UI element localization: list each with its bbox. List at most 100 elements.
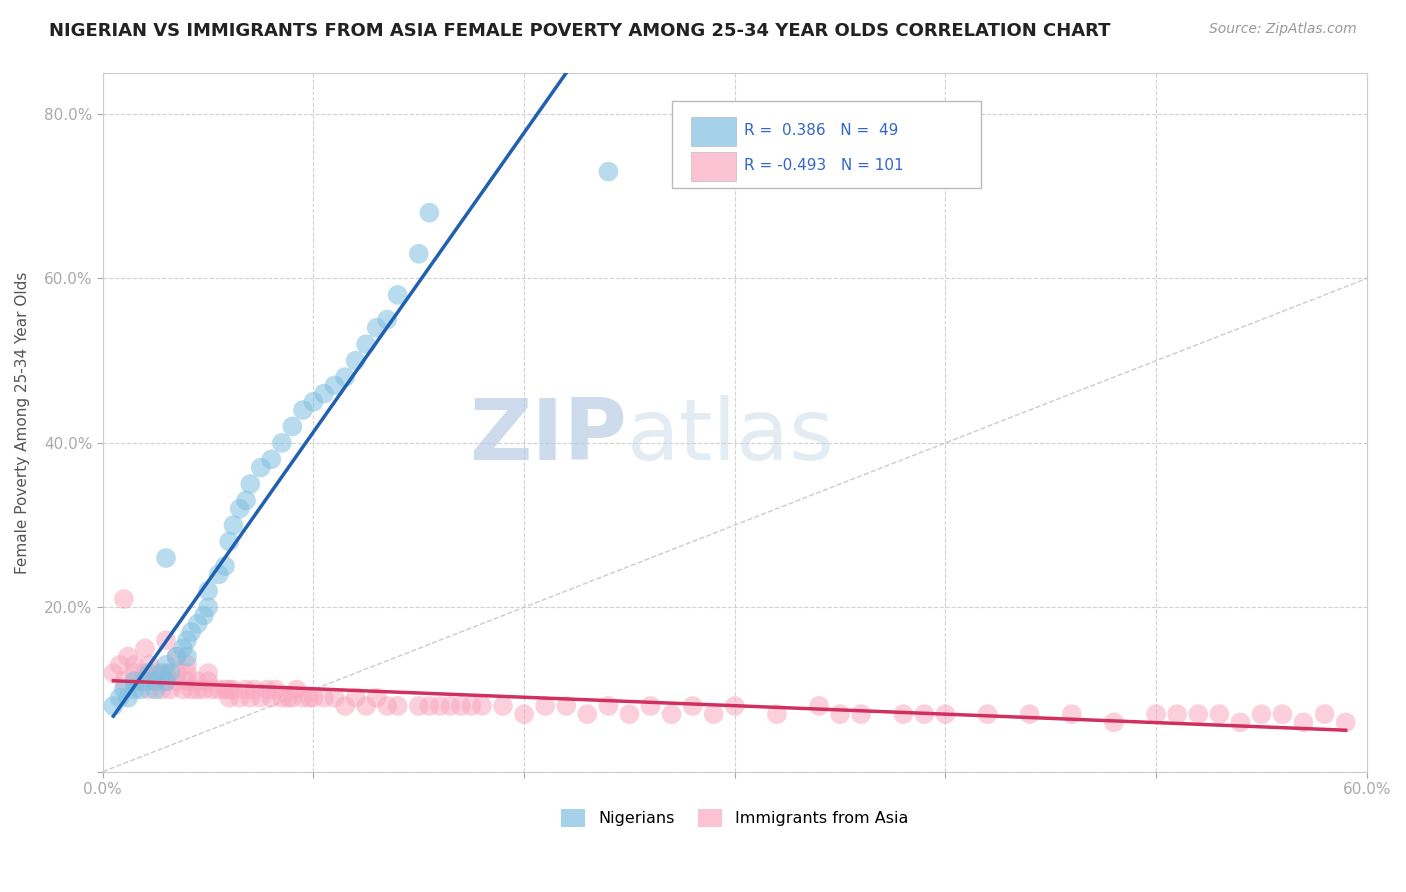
Immigrants from Asia: [166, 649, 188, 664]
Immigrants from Asia: [1144, 707, 1167, 722]
Immigrants from Asia: [145, 666, 167, 681]
Immigrants from Asia: [108, 657, 131, 672]
Immigrants from Asia: [450, 698, 472, 713]
Nigerians: [103, 698, 125, 713]
Immigrants from Asia: [180, 682, 202, 697]
Immigrants from Asia: [724, 698, 747, 713]
Nigerians: [112, 682, 135, 697]
Immigrants from Asia: [1292, 715, 1315, 730]
Text: atlas: atlas: [627, 395, 835, 478]
Immigrants from Asia: [235, 682, 257, 697]
Nigerians: [197, 600, 219, 615]
Immigrants from Asia: [333, 698, 356, 713]
Nigerians: [270, 436, 292, 450]
Nigerians: [155, 674, 177, 689]
Immigrants from Asia: [150, 682, 173, 697]
Nigerians: [598, 164, 620, 178]
Immigrants from Asia: [513, 707, 536, 722]
Immigrants from Asia: [134, 641, 156, 656]
Immigrants from Asia: [555, 698, 578, 713]
Nigerians: [418, 205, 440, 219]
Immigrants from Asia: [159, 682, 181, 697]
Nigerians: [281, 419, 304, 434]
FancyBboxPatch shape: [690, 152, 737, 181]
Immigrants from Asia: [492, 698, 515, 713]
Immigrants from Asia: [134, 666, 156, 681]
Nigerians: [117, 690, 139, 705]
Immigrants from Asia: [703, 707, 725, 722]
Immigrants from Asia: [460, 698, 482, 713]
Nigerians: [408, 247, 430, 261]
Immigrants from Asia: [1187, 707, 1209, 722]
Nigerians: [176, 649, 198, 664]
Immigrants from Asia: [976, 707, 998, 722]
Text: R =  0.386   N =  49: R = 0.386 N = 49: [744, 123, 898, 138]
Nigerians: [129, 682, 152, 697]
Immigrants from Asia: [197, 674, 219, 689]
Nigerians: [187, 616, 209, 631]
Nigerians: [291, 403, 314, 417]
Nigerians: [302, 394, 325, 409]
Immigrants from Asia: [201, 682, 224, 697]
Nigerians: [366, 320, 388, 334]
Immigrants from Asia: [830, 707, 852, 722]
Nigerians: [333, 370, 356, 384]
Immigrants from Asia: [229, 690, 252, 705]
Immigrants from Asia: [408, 698, 430, 713]
Nigerians: [176, 633, 198, 648]
Immigrants from Asia: [298, 690, 321, 705]
Nigerians: [145, 682, 167, 697]
Immigrants from Asia: [277, 690, 299, 705]
Immigrants from Asia: [387, 698, 409, 713]
Legend: Nigerians, Immigrants from Asia: Nigerians, Immigrants from Asia: [555, 803, 915, 834]
Immigrants from Asia: [619, 707, 641, 722]
Immigrants from Asia: [682, 698, 704, 713]
Immigrants from Asia: [176, 666, 198, 681]
Immigrants from Asia: [302, 690, 325, 705]
Nigerians: [229, 501, 252, 516]
Immigrants from Asia: [264, 682, 287, 697]
Immigrants from Asia: [429, 698, 451, 713]
Immigrants from Asia: [112, 674, 135, 689]
Immigrants from Asia: [260, 690, 283, 705]
Immigrants from Asia: [934, 707, 956, 722]
Immigrants from Asia: [243, 682, 266, 697]
Immigrants from Asia: [323, 690, 346, 705]
Immigrants from Asia: [176, 657, 198, 672]
Nigerians: [344, 353, 367, 368]
Nigerians: [249, 460, 271, 475]
Immigrants from Asia: [166, 674, 188, 689]
Nigerians: [138, 666, 160, 681]
Immigrants from Asia: [270, 690, 292, 705]
Immigrants from Asia: [256, 682, 278, 697]
Immigrants from Asia: [471, 698, 494, 713]
Immigrants from Asia: [249, 690, 271, 705]
Immigrants from Asia: [366, 690, 388, 705]
Immigrants from Asia: [197, 666, 219, 681]
Immigrants from Asia: [912, 707, 935, 722]
FancyBboxPatch shape: [672, 101, 981, 188]
Immigrants from Asia: [375, 698, 398, 713]
Y-axis label: Female Poverty Among 25-34 Year Olds: Female Poverty Among 25-34 Year Olds: [15, 271, 30, 574]
Text: Source: ZipAtlas.com: Source: ZipAtlas.com: [1209, 22, 1357, 37]
Nigerians: [214, 559, 236, 574]
Immigrants from Asia: [354, 698, 377, 713]
Immigrants from Asia: [124, 666, 146, 681]
Nigerians: [222, 518, 245, 533]
Nigerians: [155, 551, 177, 566]
Immigrants from Asia: [155, 633, 177, 648]
Immigrants from Asia: [222, 682, 245, 697]
Nigerians: [150, 666, 173, 681]
Immigrants from Asia: [312, 690, 335, 705]
Immigrants from Asia: [112, 592, 135, 607]
Immigrants from Asia: [208, 682, 231, 697]
FancyBboxPatch shape: [690, 117, 737, 146]
Immigrants from Asia: [1250, 707, 1272, 722]
Nigerians: [108, 690, 131, 705]
Nigerians: [239, 477, 262, 491]
Text: ZIP: ZIP: [470, 395, 627, 478]
Immigrants from Asia: [576, 707, 599, 722]
Immigrants from Asia: [239, 690, 262, 705]
Immigrants from Asia: [1229, 715, 1251, 730]
Nigerians: [134, 674, 156, 689]
